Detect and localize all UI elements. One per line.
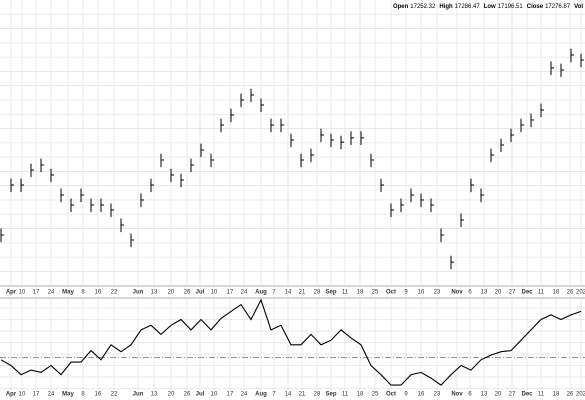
x-tick-label: 13 [151,392,158,398]
x-tick-label: 23 [434,392,441,398]
x-tick-label: 13 [481,290,488,296]
x-tick-label: 21 [299,290,306,296]
x-tick-label: May [62,290,74,296]
x-tick-label: 18 [553,290,560,296]
quote-header: Open 17252.32 High 17286.47 Low 17196.51 Close… [393,4,583,10]
quote-label: Close [527,4,544,10]
quote-value: 17252.32 [410,4,436,10]
x-tick-label: Nov [451,392,463,398]
x-tick-label: 26 [567,392,574,398]
x-tick-label: 17 [227,290,234,296]
x-tick-label: 24 [48,290,55,296]
x-tick-label: 18 [553,392,560,398]
x-tick-label: Sep [325,290,336,296]
x-tick-label: 27 [509,290,516,296]
x-tick-label: 7 [272,290,276,296]
x-tick-label: Jun [133,290,144,296]
quote-label: Vol [574,4,583,10]
x-tick-label: 24 [241,392,248,398]
x-tick-label: 202 [576,290,585,296]
x-tick-label: 20 [495,392,502,398]
x-tick-label: 11 [538,290,545,296]
x-tick-label: 21 [299,392,306,398]
x-tick-label: May [62,392,74,398]
x-tick-label: 14 [285,392,292,398]
x-tick-label: Aug [255,290,267,296]
x-tick-label: Oct [386,392,396,398]
x-tick-label: 16 [418,392,425,398]
x-tick-label: 14 [285,290,292,296]
x-tick-label: 10 [211,392,218,398]
x-tick-label: Apr [6,392,17,398]
x-tick-label: Sep [325,392,336,398]
x-tick-label: 28 [314,290,321,296]
x-tick-label: 13 [151,290,158,296]
x-tick-label: 7 [272,392,276,398]
x-tick-label: 9 [404,392,408,398]
x-tick-label: 17 [33,290,40,296]
x-tick-label: 20 [495,290,502,296]
x-tick-label: Apr [6,290,17,296]
x-tick-label: 11 [342,290,349,296]
x-tick-label: 17 [227,392,234,398]
x-tick-label: Dec [521,392,533,398]
x-tick-label: 13 [481,392,488,398]
x-tick-label: 10 [19,290,26,296]
x-tick-label: 18 [357,392,364,398]
x-tick-label: 17 [33,392,40,398]
x-tick-label: 22 [111,392,118,398]
x-tick-label: 10 [211,290,218,296]
x-tick-label: 9 [404,290,408,296]
x-tick-label: 27 [509,392,516,398]
x-tick-label: 8 [81,290,85,296]
x-tick-label: 11 [538,392,545,398]
x-tick-label: 6 [468,290,472,296]
x-tick-label: 20 [168,290,175,296]
x-tick-label: 22 [111,290,118,296]
x-tick-label: 25 [372,392,379,398]
x-tick-label: Dec [521,290,533,296]
x-tick-label: 20 [168,392,175,398]
x-tick-label: 16 [95,392,102,398]
x-tick-label: 25 [372,290,379,296]
x-tick-label: Jun [133,392,144,398]
quote-value: 17196.51 [498,4,524,10]
quote-value: 17286.47 [455,4,481,10]
x-tick-label: Nov [451,290,463,296]
quote-value: 17276.87 [545,4,571,10]
x-tick-label: 6 [468,392,472,398]
x-tick-label: 26 [184,392,191,398]
x-tick-label: 16 [95,290,102,296]
x-tick-label: 202 [576,392,585,398]
indicator-line [0,298,582,386]
x-tick-label: 24 [241,290,248,296]
x-tick-label: 10 [19,392,26,398]
quote-label: Low [484,4,496,10]
x-tick-label: 11 [342,392,349,398]
x-tick-label: 26 [184,290,191,296]
x-tick-label: 8 [81,392,85,398]
x-tick-label: 16 [418,290,425,296]
x-tick-label: 26 [567,290,574,296]
x-tick-label: Oct [386,290,396,296]
x-tick-label: 18 [357,290,364,296]
quote-label: Open [393,4,409,10]
x-tick-label: Aug [255,392,267,398]
x-tick-label: 24 [48,392,55,398]
x-tick-label: Jul [196,290,205,296]
x-tick-label: Jul [196,392,205,398]
x-tick-label: 28 [314,392,321,398]
quote-label: High [439,4,453,10]
x-tick-label: 23 [434,290,441,296]
